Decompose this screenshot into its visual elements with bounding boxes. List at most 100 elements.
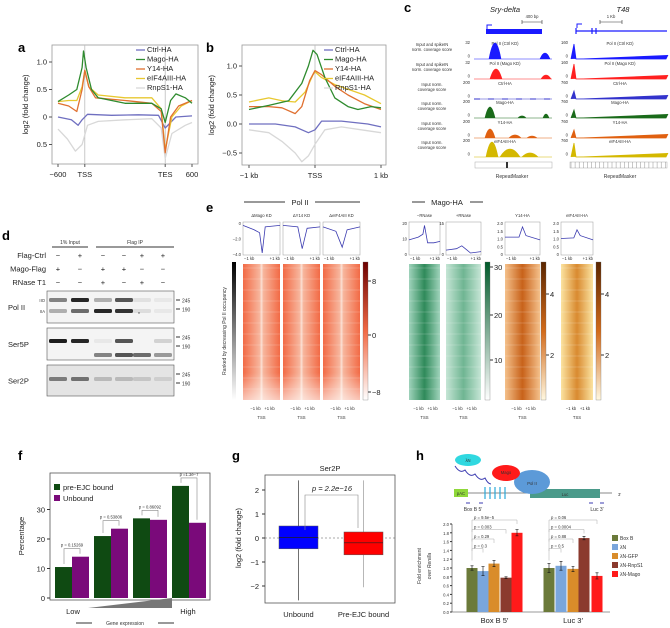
series-line-ctrl-ha: [57, 113, 193, 129]
y-tick-label: 1.6: [443, 540, 449, 545]
heatmap: [409, 264, 440, 400]
error-bar: [582, 536, 586, 541]
blot-band: [94, 309, 112, 313]
plot-frame: [241, 44, 387, 166]
series-line-rnps1-ha: [248, 126, 382, 163]
track-axis-label: Input and spikeIN: [416, 42, 449, 47]
y-tick-label: 0.5: [37, 85, 47, 94]
error-bar: [481, 566, 485, 576]
track-name: Y14-HA: [498, 120, 513, 125]
y-tick-label: −0.5: [222, 149, 237, 158]
blot-band: [115, 309, 133, 313]
p-value: p = 0.15269: [61, 543, 84, 548]
significance-bracket: [304, 494, 359, 530]
error-bar: [470, 565, 474, 571]
y-tick-label: 1.4: [443, 548, 449, 553]
profile-line: [505, 225, 541, 241]
error-bar: [595, 572, 599, 580]
track-min: 0: [468, 74, 471, 79]
track-name: Ctrl-HA: [498, 81, 512, 86]
series-line-y14-ha: [249, 69, 382, 115]
heatmap-tss-label: TSS: [518, 415, 526, 420]
colorbar-tick-label: 30: [494, 263, 502, 272]
coverage-track: [474, 141, 552, 158]
track-name: eIF4AIII-HA: [494, 139, 516, 144]
heatmap-x-right: +1 kb: [304, 406, 315, 411]
heatmap-overlay: [283, 264, 320, 400]
coverage-track: [474, 42, 552, 60]
coverage-track: [570, 89, 669, 100]
profile-x-left: −1 kb: [284, 256, 295, 261]
track-min: 0: [566, 74, 569, 79]
y-tick-label: 10: [37, 565, 45, 574]
panel-label-b: b: [206, 40, 214, 55]
mw-marker: 190: [182, 345, 191, 351]
track-axis-label: Input and spikeIN: [416, 62, 449, 67]
colorbar-tick-label: 10: [494, 356, 502, 365]
x-category-label: Unbound: [283, 610, 313, 619]
legend-label: Unbound: [63, 494, 93, 503]
bar-pre-ejc-bound: [133, 518, 150, 598]
bar-unbound: [189, 522, 206, 598]
repeatmasker-track: [569, 161, 668, 169]
track-max: 760: [561, 80, 569, 85]
p-value: p = 0.003: [474, 525, 492, 530]
mago-label: Mago: [501, 470, 512, 475]
panel-label-a: a: [18, 40, 26, 55]
p-value: p = 0.0004: [551, 525, 572, 530]
blot-band: [49, 309, 67, 313]
gene-model: [575, 28, 667, 34]
colorbar: [484, 261, 491, 401]
condition-label: Mago-Flag: [10, 265, 46, 274]
condition-value: +: [101, 265, 106, 274]
y-axis-label: Percentage: [17, 517, 26, 555]
track-axis-label: Input norm.: [421, 121, 442, 126]
p-value: p = 2.2e−16: [311, 484, 353, 493]
profile-y-tick: 0: [557, 252, 560, 257]
colorbar-tick-label: 8: [372, 277, 376, 286]
heatmap-x-right: +1 kb: [580, 406, 591, 411]
heatmap-x-left: −1 kb: [290, 406, 301, 411]
profile-y-tick: 1.5: [497, 229, 503, 234]
legend-swatch: [54, 495, 60, 501]
heatmap-overlay: [323, 264, 360, 400]
lambda-n-shape: [455, 454, 481, 466]
significance-bracket: [471, 548, 484, 561]
heatmap-x-right: +1 kb: [264, 406, 275, 411]
profile-title: eIF4AIII-HA: [566, 213, 588, 218]
luc-gene: [530, 489, 600, 498]
track-min: 0: [566, 54, 569, 59]
heatmap-overlay: [243, 264, 280, 400]
condition-value: +: [140, 251, 145, 260]
y-tick-label: 1.8: [443, 531, 449, 536]
profile-line: [322, 226, 361, 249]
heatmap-x-left: −1 kb: [330, 406, 341, 411]
profile-x-left: −1 kb: [244, 256, 255, 261]
track-min: 0: [468, 94, 471, 99]
pac-label: pAC: [457, 491, 465, 496]
primer-label-luc: Luc 3′: [590, 507, 603, 513]
condition-label: Flag-Ctrl: [17, 251, 46, 260]
group-label-pol-ii: Pol II: [291, 198, 308, 207]
track-min: 0: [566, 133, 569, 138]
blot-band: [154, 377, 172, 381]
coverage-track: [570, 128, 669, 139]
bar-unbound: [150, 519, 167, 598]
profile-y-tick: 15: [439, 221, 444, 226]
blot-band: [133, 377, 151, 381]
colorbar-tick-label: 20: [494, 311, 502, 320]
p-value: p =1.3e−7: [180, 472, 200, 477]
condition-value: −: [122, 251, 127, 260]
track-name: Pol II (Mago KD): [605, 61, 637, 66]
profile-plot-frame: [445, 221, 482, 256]
x-tick-label: 1 kb: [374, 171, 388, 180]
track-name: Mago-HA: [496, 100, 514, 105]
profile-y-tick: 0: [442, 252, 445, 257]
colorbar: [595, 261, 602, 401]
legend-label: eIF4AIII-HA: [147, 74, 186, 83]
y-tick-label: 0.0: [227, 120, 237, 129]
profile-x-right: +1 kb: [310, 256, 321, 261]
coverage-track: [474, 128, 552, 139]
track-axis-label: norm. coverage score: [412, 67, 453, 72]
heatmap-x-right: +1 kb: [427, 406, 438, 411]
